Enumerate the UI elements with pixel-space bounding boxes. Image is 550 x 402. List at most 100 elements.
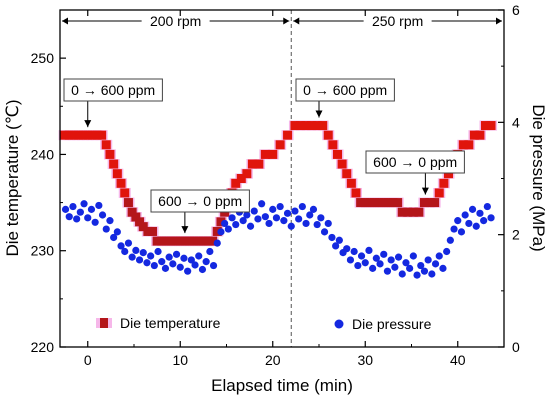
- region-arrowhead-right: [496, 17, 502, 25]
- temperature-point: [236, 174, 246, 183]
- pressure-point: [239, 217, 247, 225]
- pressure-point: [228, 214, 236, 222]
- temperature-point: [408, 207, 418, 217]
- temperature-point: [247, 159, 257, 169]
- pressure-point: [184, 267, 192, 275]
- temperature-point: [92, 130, 102, 140]
- temperature-point: [337, 159, 347, 169]
- legend: Die temperature Die pressure: [96, 315, 432, 332]
- temperature-point: [231, 178, 241, 188]
- temperature-point: [180, 236, 190, 246]
- temperature-point: [112, 169, 122, 179]
- pressure-point: [476, 209, 484, 217]
- pressure-point: [391, 263, 399, 271]
- temperature-point: [458, 140, 468, 150]
- y-left-axis-title: Die temperature (℃): [3, 99, 22, 256]
- pressure-point: [221, 219, 229, 228]
- pressure-point: [95, 201, 103, 210]
- pressure-point: [132, 246, 140, 254]
- temperature-point: [212, 226, 222, 236]
- temperature-point: [254, 159, 264, 169]
- temperature-point: [268, 149, 278, 159]
- pressure-point: [413, 271, 421, 279]
- pressure-point: [76, 208, 84, 216]
- temperature-point: [312, 121, 322, 131]
- pressure-point: [483, 202, 491, 211]
- pressure-point: [165, 253, 173, 261]
- pressure-point: [161, 264, 170, 272]
- temperature-point: [370, 198, 379, 208]
- annotation-layer: 0 → 600 ppm 600 → 0 ppm 0 → 600 ppm 600 → 0…: [63, 78, 465, 234]
- annotation-arrowhead: [84, 120, 92, 128]
- region-label: 250 rpm: [372, 13, 423, 29]
- pressure-point: [435, 252, 443, 260]
- x-tick-label: 10: [172, 352, 188, 368]
- temperature-point: [397, 207, 407, 217]
- region-arrowhead-right: [283, 17, 290, 25]
- pressure-point: [69, 202, 77, 211]
- pressure-point: [139, 249, 147, 257]
- temperature-point: [328, 140, 338, 150]
- pressure-point: [124, 239, 133, 247]
- temperature-point: [301, 121, 311, 131]
- pressure-point: [480, 217, 488, 225]
- annotation-arrowhead: [421, 187, 429, 195]
- temperature-point: [434, 188, 444, 198]
- temperature-point: [152, 236, 162, 246]
- temperature-point: [242, 169, 252, 179]
- pressure-point: [380, 250, 388, 258]
- temperature-point: [109, 159, 119, 169]
- region-arrowhead-left: [293, 17, 300, 25]
- pressure-point: [110, 233, 118, 242]
- pressure-point: [176, 263, 184, 271]
- temperature-point: [403, 207, 413, 217]
- temperature-point: [87, 130, 97, 140]
- pressure-point: [250, 207, 258, 215]
- pressure-point: [328, 233, 336, 242]
- temperature-point: [414, 207, 424, 217]
- y-right-tick-label: 6: [512, 2, 520, 18]
- temperature-point: [323, 130, 333, 140]
- temperature-point: [388, 198, 398, 208]
- pressure-point: [361, 259, 369, 267]
- temperature-point: [290, 121, 300, 131]
- temperature-point: [425, 198, 435, 208]
- pressure-point: [73, 215, 81, 223]
- y-right-axis-title: Die pressure (MPa): [529, 104, 548, 251]
- y-right-tick-label: 2: [512, 227, 520, 243]
- pressure-point: [443, 247, 451, 256]
- temperature-point: [475, 130, 485, 140]
- pressure-point: [213, 239, 221, 247]
- y-left-tick-label: 220: [31, 339, 55, 355]
- pressure-point: [117, 242, 125, 250]
- pressure-point: [369, 264, 377, 272]
- pressure-point: [180, 254, 188, 262]
- pressure-point: [150, 261, 158, 270]
- pressure-point: [87, 205, 96, 213]
- pressure-point: [232, 220, 240, 229]
- temperature-point: [175, 236, 185, 246]
- pressure-point: [287, 222, 295, 230]
- temperature-point: [120, 188, 130, 198]
- temperature-point: [97, 130, 107, 140]
- pressure-point: [65, 213, 73, 221]
- temperature-point: [439, 178, 449, 188]
- pressure-point: [417, 261, 425, 270]
- pressure-point: [317, 214, 325, 222]
- pressure-point: [461, 211, 469, 219]
- temperature-point: [365, 198, 375, 208]
- pressure-point: [80, 200, 88, 208]
- pressure-point: [84, 214, 92, 222]
- pressure-point: [106, 217, 114, 225]
- annotation-arrowhead: [181, 226, 189, 234]
- pressure-point: [258, 200, 266, 208]
- pressure-point: [313, 220, 321, 229]
- pressure-point: [343, 245, 351, 253]
- plot-frame: [59, 9, 505, 348]
- pressure-point: [439, 264, 447, 272]
- pressure-point: [128, 253, 136, 261]
- pressure-point: [158, 258, 166, 266]
- pressure-point: [465, 219, 473, 228]
- temperature-point: [296, 121, 305, 131]
